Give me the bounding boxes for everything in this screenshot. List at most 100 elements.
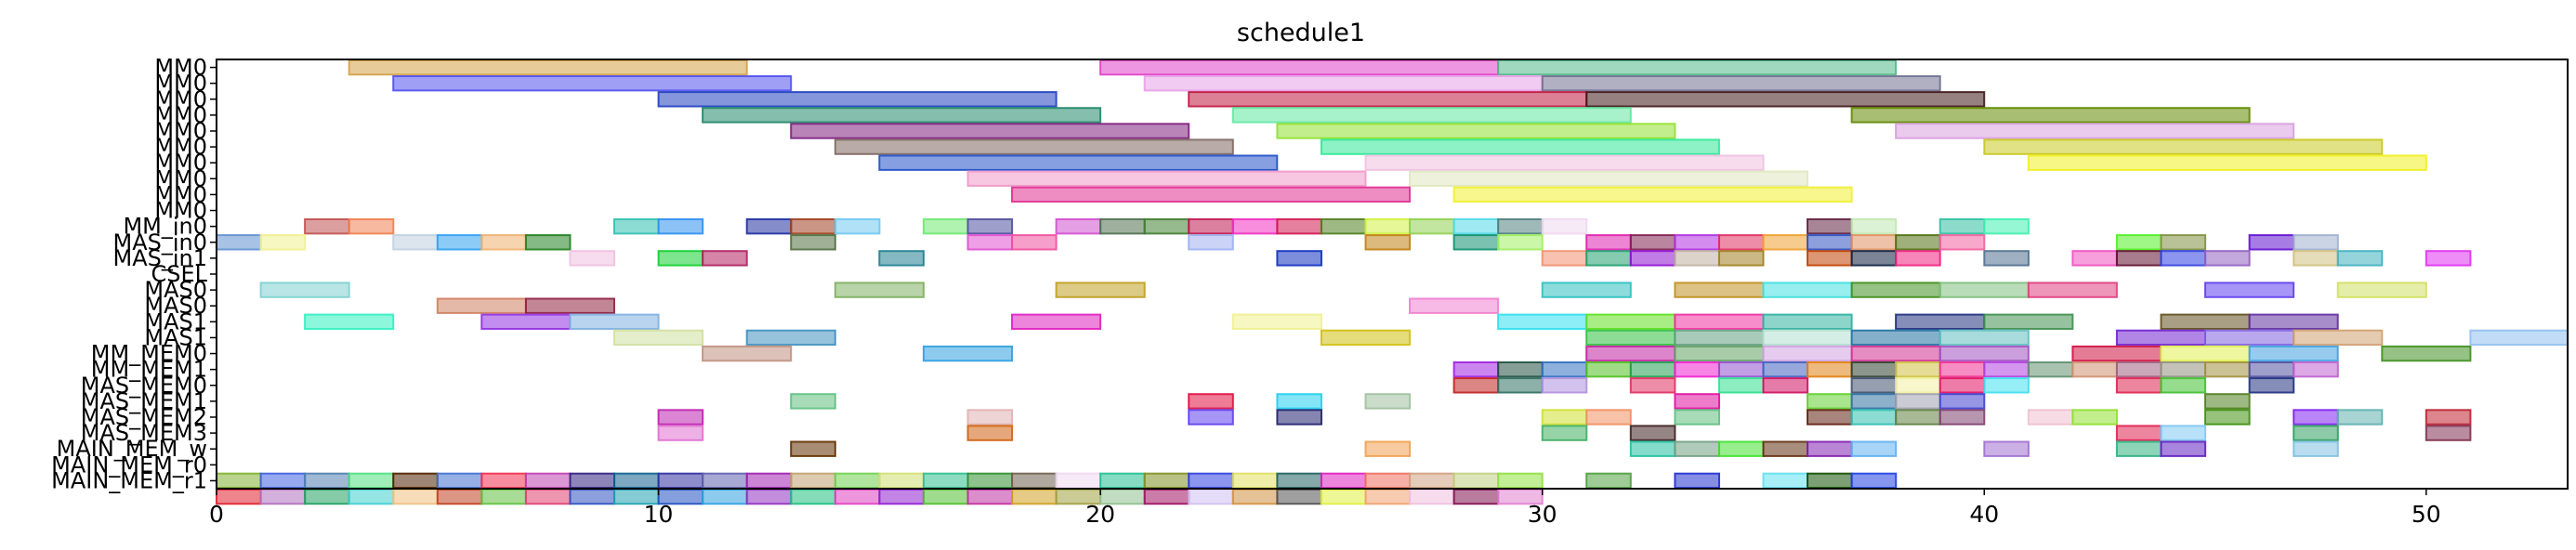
- task-bar: [1850, 393, 1898, 410]
- task-bar: [348, 488, 395, 505]
- task-bar: [1807, 250, 1853, 267]
- task-bar: [259, 282, 350, 298]
- task-bar: [1276, 393, 1323, 410]
- task-bar: [304, 218, 350, 235]
- task-bar: [1055, 218, 1102, 235]
- task-bar: [1717, 361, 1765, 378]
- task-bar: [790, 488, 836, 505]
- x-tick-label: 0: [209, 501, 224, 528]
- task-bar: [966, 425, 1014, 441]
- task-bar: [1188, 218, 1234, 235]
- task-bar: [524, 234, 572, 251]
- task-bar: [480, 488, 527, 505]
- task-bar: [2336, 250, 2384, 267]
- task-bar: [1011, 472, 1058, 490]
- task-bar: [1409, 472, 1455, 490]
- task-bar: [1276, 218, 1323, 235]
- task-bar: [1762, 313, 1853, 331]
- task-bar: [1983, 440, 2030, 457]
- task-bar: [834, 488, 881, 505]
- task-bar: [1541, 377, 1588, 394]
- y-tick-label: MM0: [154, 181, 207, 207]
- task-bar: [1850, 234, 1898, 251]
- task-bar: [966, 409, 1014, 426]
- task-bar: [2160, 345, 2251, 362]
- task-bar: [1541, 361, 1588, 378]
- task-bar: [2115, 250, 2162, 267]
- task-bar: [1850, 250, 1898, 267]
- task-bar: [304, 313, 395, 331]
- task-bar: [1629, 250, 1676, 267]
- task-bar: [569, 472, 616, 490]
- task-bar: [1895, 234, 1941, 251]
- task-bar: [392, 234, 439, 251]
- task-bar: [2071, 250, 2118, 267]
- task-bar: [1011, 186, 1411, 203]
- task-bar: [1497, 361, 1544, 378]
- task-bar: [348, 218, 395, 235]
- task-bar: [790, 472, 836, 490]
- task-bar: [1497, 234, 1544, 251]
- task-bar: [1895, 409, 1941, 426]
- task-bar: [1143, 488, 1190, 505]
- task-bar: [2160, 234, 2207, 251]
- task-bar: [2115, 377, 2162, 394]
- task-bar: [1011, 488, 1058, 505]
- task-bar: [1717, 234, 1765, 251]
- task-bar: [2115, 329, 2206, 347]
- task-bar: [702, 488, 748, 505]
- task-bar: [1452, 488, 1500, 505]
- task-bar: [1674, 393, 1721, 410]
- task-bar: [2160, 313, 2251, 331]
- task-bar: [878, 488, 925, 505]
- task-bar: [436, 234, 483, 251]
- y-tick-label: CSEL: [151, 261, 207, 287]
- task-bar: [1497, 59, 1898, 76]
- task-bar: [1055, 472, 1102, 490]
- task-bar: [1939, 393, 1986, 410]
- task-bar: [1409, 488, 1455, 505]
- task-bar: [2160, 440, 2207, 457]
- task-bar: [1452, 186, 1853, 203]
- task-bar: [745, 488, 793, 505]
- task-bar: [1452, 377, 1500, 394]
- task-bar: [878, 472, 925, 490]
- y-tick-label: MM0: [154, 118, 207, 144]
- task-bar: [216, 234, 262, 251]
- task-bar: [2336, 409, 2384, 426]
- task-bar: [966, 472, 1014, 490]
- task-bar: [1143, 218, 1190, 235]
- task-bar: [2204, 250, 2251, 267]
- task-bar: [2027, 282, 2118, 298]
- task-bar: [259, 488, 307, 505]
- task-bar: [1895, 377, 1941, 394]
- task-bar: [1983, 250, 2030, 267]
- task-bar: [2381, 345, 2472, 362]
- task-bar: [790, 440, 836, 457]
- y-tick-label: MM0: [154, 71, 207, 97]
- task-bar: [657, 425, 704, 441]
- task-bar: [1674, 250, 1721, 267]
- task-bar: [1011, 234, 1058, 251]
- task-bar: [2293, 250, 2339, 267]
- task-bar: [2469, 329, 2569, 347]
- x-tick-label: 20: [1085, 501, 1115, 528]
- task-bar: [524, 488, 572, 505]
- task-bar: [702, 250, 748, 267]
- task-bar: [1099, 218, 1146, 235]
- task-bar: [2204, 393, 2251, 410]
- task-bar: [1143, 75, 1544, 92]
- task-bar: [1850, 409, 1898, 426]
- task-bar: [1762, 345, 1853, 362]
- task-bar: [392, 472, 439, 490]
- y-tick-label: MAS0: [144, 293, 207, 319]
- y-tick-label: MAS1: [144, 324, 207, 350]
- task-bar: [2115, 440, 2162, 457]
- task-bar: [1364, 440, 1412, 457]
- task-bar: [1188, 472, 1234, 490]
- task-bar: [2248, 377, 2295, 394]
- x-tick-label: 50: [2412, 501, 2441, 528]
- chart-title: schedule1: [1237, 19, 1365, 47]
- task-bar: [1674, 409, 1721, 426]
